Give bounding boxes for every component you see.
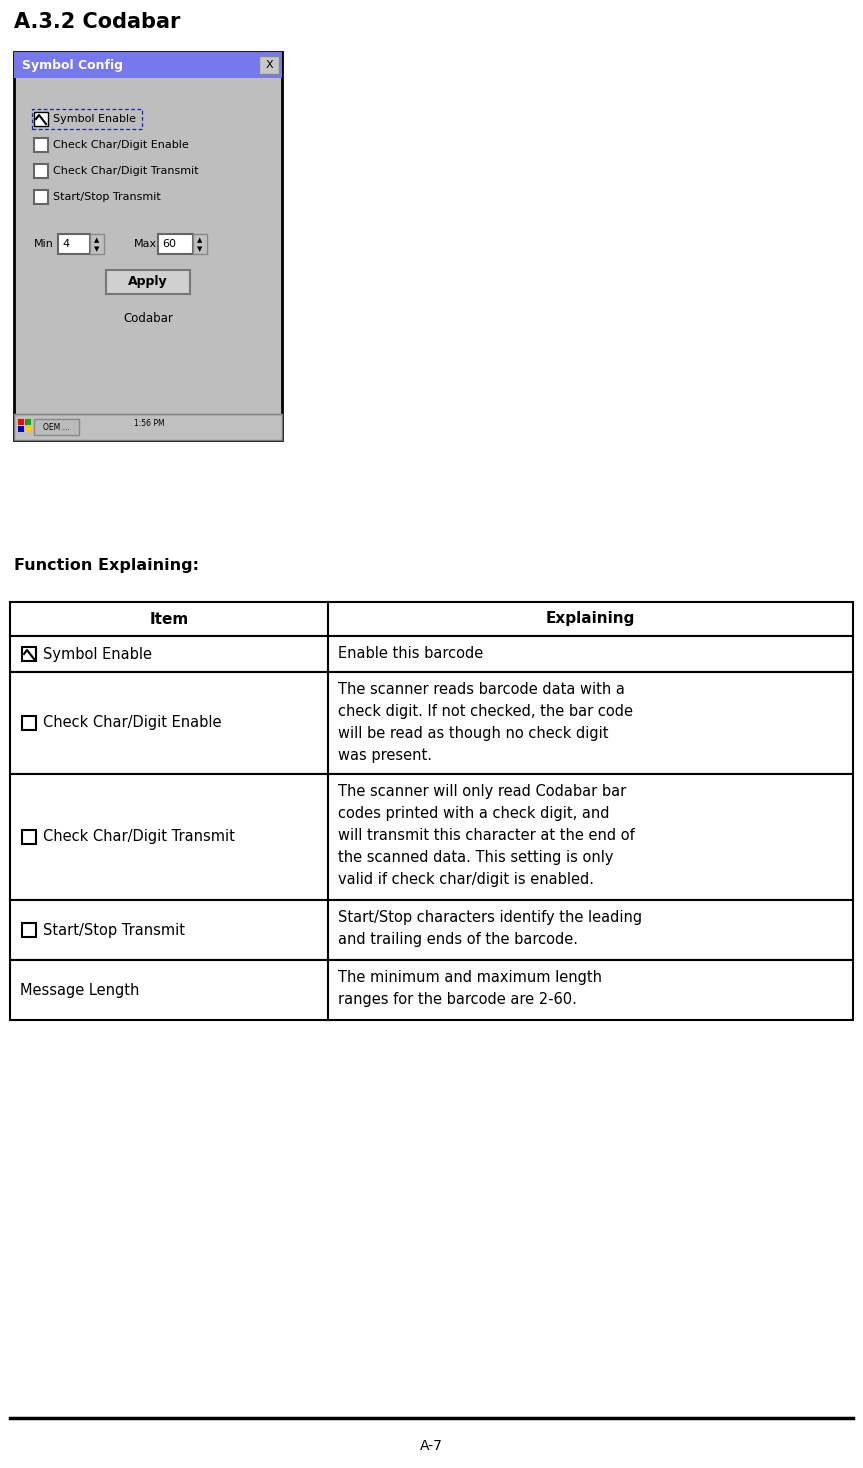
Text: ranges for the barcode are 2-60.: ranges for the barcode are 2-60.: [338, 992, 576, 1007]
Text: Enable this barcode: Enable this barcode: [338, 646, 483, 661]
Text: Function Explaining:: Function Explaining:: [14, 558, 199, 573]
Text: the scanned data. This setting is only: the scanned data. This setting is only: [338, 850, 614, 865]
Bar: [25, 418, 31, 426]
Text: Check Char/Digit Transmit: Check Char/Digit Transmit: [53, 166, 198, 176]
Text: Codabar: Codabar: [123, 311, 173, 324]
Bar: [193, 233, 207, 254]
Text: ▲: ▲: [198, 236, 203, 244]
Bar: [10, 900, 853, 960]
Text: 1:56 PM: 1:56 PM: [134, 420, 165, 429]
Bar: [14, 414, 282, 440]
Text: Check Char/Digit Enable: Check Char/Digit Enable: [53, 139, 189, 150]
Bar: [58, 233, 90, 254]
Text: The minimum and maximum length: The minimum and maximum length: [338, 970, 602, 985]
Text: Symbol Config: Symbol Config: [22, 59, 123, 72]
Text: The scanner reads barcode data with a: The scanner reads barcode data with a: [338, 683, 625, 697]
Bar: [22, 716, 36, 730]
Bar: [10, 774, 853, 900]
Text: Min: Min: [34, 239, 54, 250]
Text: codes printed with a check digit, and: codes printed with a check digit, and: [338, 806, 609, 821]
Bar: [34, 164, 48, 178]
Bar: [22, 923, 36, 937]
Bar: [22, 647, 36, 661]
Text: 4: 4: [62, 239, 69, 250]
Text: The scanner will only read Codabar bar: The scanner will only read Codabar bar: [338, 784, 627, 799]
Bar: [10, 602, 853, 636]
Text: Check Char/Digit Enable: Check Char/Digit Enable: [43, 715, 222, 731]
Text: OEM ...: OEM ...: [42, 423, 69, 432]
Text: Message Length: Message Length: [20, 982, 140, 997]
Text: Symbol Enable: Symbol Enable: [53, 115, 136, 123]
Bar: [22, 829, 36, 844]
Bar: [32, 109, 142, 129]
Bar: [34, 138, 48, 153]
Text: Explaining: Explaining: [545, 612, 635, 627]
Bar: [10, 960, 853, 1020]
Text: Symbol Enable: Symbol Enable: [43, 646, 152, 662]
Text: A.3.2 Codabar: A.3.2 Codabar: [14, 12, 180, 32]
Bar: [158, 233, 193, 254]
Text: ▼: ▼: [198, 247, 203, 252]
Bar: [18, 426, 24, 432]
Text: Start/Stop Transmit: Start/Stop Transmit: [53, 192, 161, 203]
Text: Max: Max: [134, 239, 157, 250]
Text: ▲: ▲: [94, 236, 100, 244]
Text: X: X: [265, 60, 273, 70]
Text: Start/Stop Transmit: Start/Stop Transmit: [43, 922, 185, 938]
Text: 60: 60: [162, 239, 176, 250]
Bar: [18, 418, 24, 426]
Text: was present.: was present.: [338, 749, 432, 763]
Bar: [10, 636, 853, 672]
Text: Item: Item: [149, 612, 189, 627]
Bar: [106, 270, 190, 294]
Bar: [25, 426, 31, 432]
Text: Apply: Apply: [129, 276, 167, 289]
Bar: [259, 56, 279, 73]
Bar: [90, 233, 104, 254]
Bar: [10, 672, 853, 774]
Text: and trailing ends of the barcode.: and trailing ends of the barcode.: [338, 932, 578, 947]
Text: Check Char/Digit Transmit: Check Char/Digit Transmit: [43, 829, 235, 844]
Bar: [14, 51, 282, 440]
Bar: [34, 112, 48, 126]
Text: ▼: ▼: [94, 247, 100, 252]
Text: A-7: A-7: [420, 1439, 443, 1453]
Text: will be read as though no check digit: will be read as though no check digit: [338, 727, 608, 741]
Text: will transmit this character at the end of: will transmit this character at the end …: [338, 828, 635, 843]
Text: check digit. If not checked, the bar code: check digit. If not checked, the bar cod…: [338, 705, 633, 719]
Bar: [34, 418, 79, 435]
Bar: [34, 189, 48, 204]
Bar: [14, 51, 282, 78]
Text: valid if check char/digit is enabled.: valid if check char/digit is enabled.: [338, 872, 594, 887]
Text: Start/Stop characters identify the leading: Start/Stop characters identify the leadi…: [338, 910, 642, 925]
